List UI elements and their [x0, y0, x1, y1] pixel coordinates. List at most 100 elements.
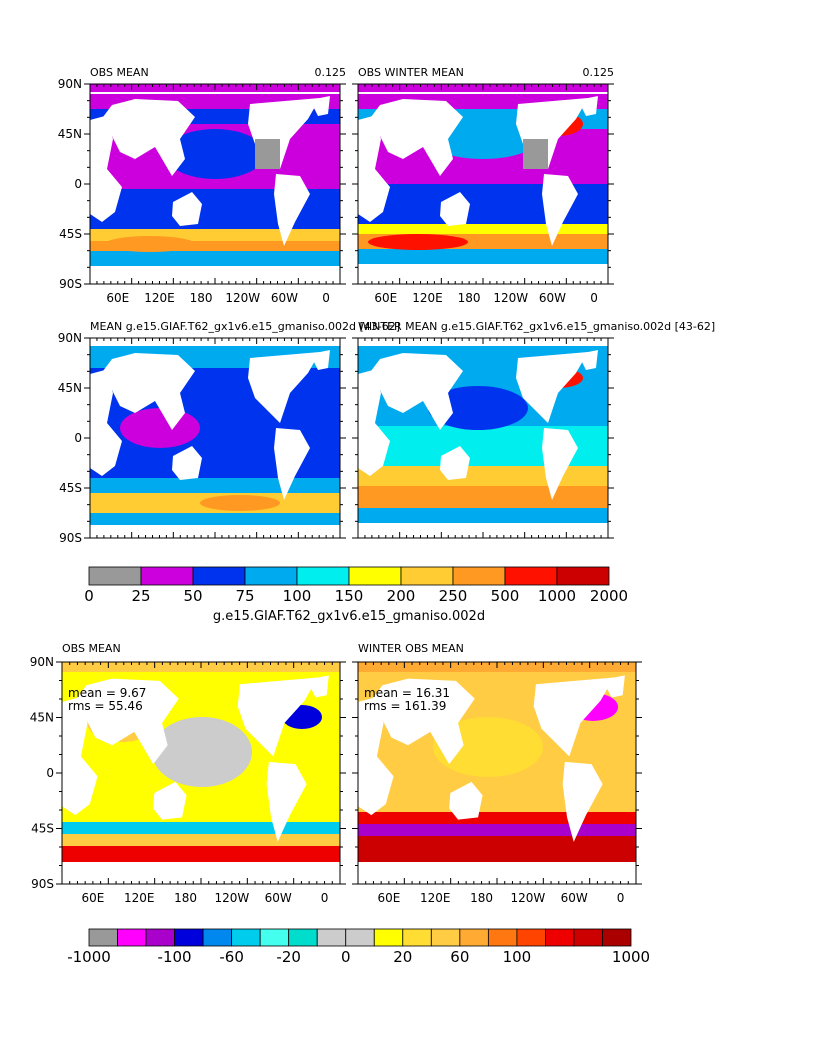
panel-1-map: [90, 84, 340, 284]
colorbar-1-label: 200: [387, 587, 416, 605]
panel-5-stat-rms: rms = 55.46: [68, 699, 143, 713]
colorbar-1-label: 250: [439, 587, 468, 605]
panel-5-map: [62, 662, 340, 884]
colorbar-1-label: 25: [131, 587, 150, 605]
colorbar-1-swatch: [556, 566, 610, 586]
colorbar-1-label: 0: [84, 587, 94, 605]
colorbar-2-swatch: [516, 928, 546, 947]
panel-2-xtick-label: 180: [458, 291, 481, 305]
panel-6-title: WINTER OBS MEAN: [358, 642, 464, 655]
colorbar-1: 0 25 50 75 100 150 200 250 500 1000 2000: [84, 566, 628, 605]
panel-1-xtick-label: 180: [190, 291, 213, 305]
colorbar-1-swatch: [88, 566, 142, 586]
panel-2-title: OBS WINTER MEAN: [358, 66, 464, 79]
colorbar-2-label: -60: [219, 948, 244, 966]
panel-1-right-label: 0.125: [315, 66, 347, 79]
colorbar-1-label: 100: [283, 587, 312, 605]
colorbar-2-swatch: [288, 928, 318, 947]
colorbar-2-swatch: [202, 928, 233, 947]
colorbar-2-swatch: [373, 928, 404, 947]
colorbar-1-label: 75: [235, 587, 254, 605]
panel-5-xtick-label: 0: [321, 891, 329, 905]
colorbar-2-swatch: [145, 928, 175, 947]
panel-2-xtick-label: 60W: [539, 291, 566, 305]
panel-5-ytick-label: 0: [46, 766, 54, 780]
colorbar-1-swatch: [192, 566, 246, 586]
panel-6-xtick-label: 180: [470, 891, 493, 905]
colorbar-1-label: 500: [491, 587, 520, 605]
colorbar-1-swatch: [400, 566, 454, 586]
panel-5-xtick-label: 120E: [124, 891, 155, 905]
colorbar-1-swatch: [244, 566, 298, 586]
panel-5: OBS MEAN mean = 9.67 rms = 55.46: [61, 642, 341, 885]
panel-1-xtick-label: 120E: [144, 291, 175, 305]
colorbar-1-label: 150: [335, 587, 364, 605]
panel-5-ytick-label: 45S: [31, 822, 54, 836]
panel-4-map: [358, 338, 608, 538]
panel-5-title: OBS MEAN: [62, 642, 121, 655]
panel-6-xtick-label: 60E: [377, 891, 400, 905]
colorbar-2-swatch: [602, 928, 632, 947]
panel-4: WINTER MEAN g.e15.GIAF.T62_gx1v6.e15_gma…: [357, 320, 715, 539]
panel-5-xtick-label: 120W: [214, 891, 249, 905]
colorbar-2-label: 0: [341, 948, 351, 966]
colorbar-2-swatch: [573, 928, 603, 947]
colorbar-1-label: 1000: [538, 587, 576, 605]
colorbar-1-caption: g.e15.GIAF.T62_gx1v6.e15_gmaniso.002d: [213, 609, 485, 624]
panel-2-xtick-label: 120E: [412, 291, 443, 305]
panel-1-xtick-label: 0: [322, 291, 330, 305]
colorbar-2-swatch: [459, 928, 489, 947]
panel-1-ytick-label: 45S: [59, 227, 82, 241]
panel-5-xtick-label: 60E: [81, 891, 104, 905]
panel-4-title: WINTER MEAN g.e15.GIAF.T62_gx1v6.e15_gma…: [358, 320, 715, 333]
colorbar-2-swatch: [259, 928, 290, 947]
colorbar-2: -1000 -100 -60 -20 0 20 60 100 1000: [67, 928, 650, 966]
panel-3-ytick-label: 45N: [58, 381, 82, 395]
panel-3: MEAN g.e15.GIAF.T62_gx1v6.e15_gmaniso.00…: [89, 320, 400, 539]
panel-2-xtick-label: 0: [590, 291, 598, 305]
panel-5-stat-mean: mean = 9.67: [68, 686, 146, 700]
panel-1: OBS MEAN 0.125: [89, 66, 347, 285]
panel-3-ytick-label: 90S: [59, 531, 82, 545]
panel-2-xtick-label: 120W: [493, 291, 528, 305]
colorbar-1-swatch: [296, 566, 350, 586]
panel-3-ytick-label: 45S: [59, 481, 82, 495]
panel-6-xtick-label: 60W: [561, 891, 588, 905]
panel-1-ytick-label: 0: [74, 177, 82, 191]
panel-6-xtick-label: 120E: [420, 891, 451, 905]
panel-2-right-label: 0.125: [583, 66, 615, 79]
colorbar-2-label: -20: [276, 948, 301, 966]
panel-5-xtick-label: 180: [174, 891, 197, 905]
colorbar-1-swatch: [504, 566, 558, 586]
colorbar-2-label: 100: [503, 948, 532, 966]
colorbar-1-label: 50: [183, 587, 202, 605]
colorbar-2-label: 60: [450, 948, 469, 966]
colorbar-2-swatch: [402, 928, 432, 947]
panel-1-xtick-label: 60E: [106, 291, 129, 305]
axes: 60E 120E 180 120W 60W 0 90N 45N 0 45S 90S 60E 120E 18…: [30, 77, 642, 905]
panel-5-ytick-label: 90S: [31, 877, 54, 891]
panel-2: OBS WINTER MEAN 0.125: [357, 66, 615, 285]
colorbar-1-swatch: [140, 566, 194, 586]
panel-1-xtick-label: 60W: [271, 291, 298, 305]
colorbar-1-label: 2000: [590, 587, 628, 605]
panel-6-stat-rms: rms = 161.39: [364, 699, 446, 713]
panel-5-xtick-label: 60W: [265, 891, 292, 905]
panel-6-xtick-label: 120W: [510, 891, 545, 905]
colorbar-2-swatch: [88, 928, 118, 947]
panel-6-stat-mean: mean = 16.31: [364, 686, 450, 700]
panel-2-map: [358, 84, 608, 284]
colorbar-2-swatch: [117, 928, 147, 947]
colorbar-2-swatch: [316, 928, 347, 947]
colorbar-2-swatch: [545, 928, 575, 947]
panel-5-ytick-label: 90N: [30, 655, 54, 669]
colorbar-2-swatch: [231, 928, 261, 947]
panel-1-title: OBS MEAN: [90, 66, 149, 79]
panel-3-ytick-label: 0: [74, 431, 82, 445]
colorbar-2-swatch: [487, 928, 518, 947]
colorbar-2-swatch: [174, 928, 204, 947]
panel-1-ytick-label: 90N: [58, 77, 82, 91]
colorbar-2-label: 20: [393, 948, 412, 966]
colorbar-2-label: 1000: [612, 948, 650, 966]
